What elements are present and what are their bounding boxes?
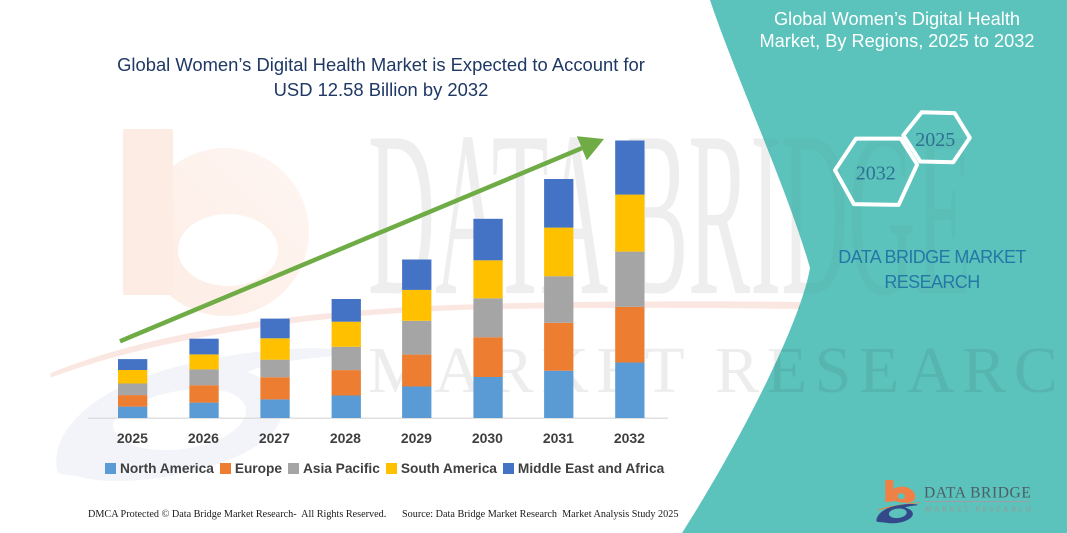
svg-text:MARKET RESEARCH: MARKET RESEARCH <box>925 505 1034 514</box>
svg-text:DATA BRIDGE: DATA BRIDGE <box>368 82 972 344</box>
svg-text:DATA BRIDGE: DATA BRIDGE <box>924 485 1031 502</box>
svg-text:2025: 2025 <box>915 129 955 151</box>
svg-text:2032: 2032 <box>856 163 896 185</box>
